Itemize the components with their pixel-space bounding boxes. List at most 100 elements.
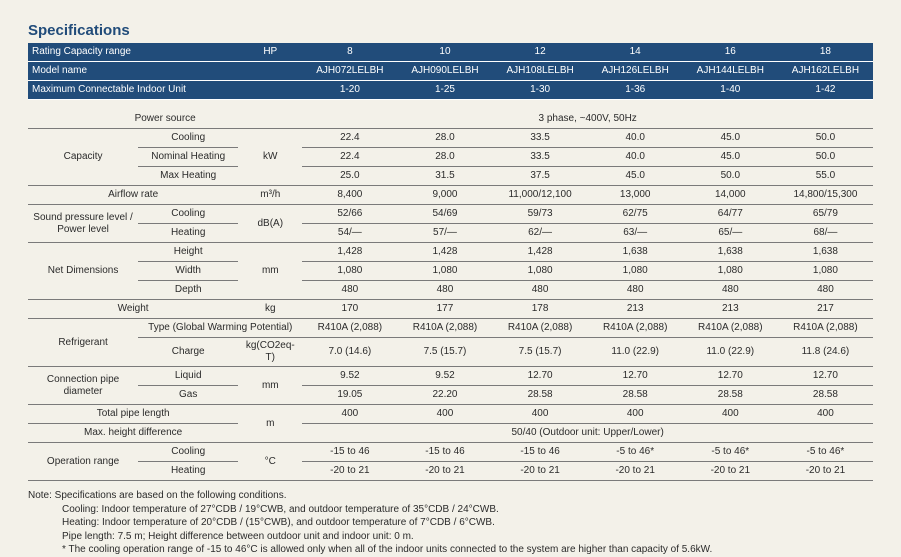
cell: 28.58 xyxy=(493,386,588,405)
cell: 54/69 xyxy=(397,205,492,224)
page: Specifications Rating Capacity range HP … xyxy=(0,0,901,501)
cell: 50.0 xyxy=(778,129,873,148)
cell: 31.5 xyxy=(397,167,492,186)
dim-width-label: Width xyxy=(138,262,238,281)
cell: 22.20 xyxy=(397,386,492,405)
cell: 1,428 xyxy=(302,243,397,262)
cell: 22.4 xyxy=(302,129,397,148)
cell: 55.0 xyxy=(778,167,873,186)
pipe-label: Connection pipe diameter xyxy=(28,367,138,405)
row-capacity-nominal: Nominal Heating 22.4 28.0 33.5 40.0 45.0… xyxy=(28,148,873,167)
header-row-mcu: Maximum Connectable Indoor Unit 1-20 1-2… xyxy=(28,81,873,100)
cell: -5 to 46* xyxy=(588,443,683,462)
cell: 9,000 xyxy=(397,186,492,205)
row-weight: Weight kg 170 177 178 213 213 217 xyxy=(28,300,873,319)
cell: 1,638 xyxy=(778,243,873,262)
model-name: AJH126LELBH xyxy=(588,62,683,81)
airflow-label: Airflow rate xyxy=(28,186,238,205)
spec-table: Rating Capacity range HP 8 10 12 14 16 1… xyxy=(28,43,873,481)
cell: -15 to 46 xyxy=(302,443,397,462)
cell: 12.70 xyxy=(588,367,683,386)
cell: -5 to 46* xyxy=(683,443,778,462)
cell: 400 xyxy=(778,405,873,424)
dims-unit: mm xyxy=(238,243,302,300)
cell: 45.0 xyxy=(683,148,778,167)
dim-depth-label: Depth xyxy=(138,281,238,300)
cell: -20 to 21 xyxy=(397,462,492,481)
weight-unit: kg xyxy=(238,300,302,319)
cell: -15 to 46 xyxy=(397,443,492,462)
cell: 28.58 xyxy=(588,386,683,405)
row-sound-heating: Heating 54/— 57/— 62/— 63/— 65/— 68/— xyxy=(28,224,873,243)
cell: 1,080 xyxy=(397,262,492,281)
op-label: Operation range xyxy=(28,443,138,481)
note-line: Note: Specifications are based on the fo… xyxy=(28,490,287,501)
ref-charge-label: Charge xyxy=(138,338,238,367)
section-title: Specifications xyxy=(28,22,873,39)
ref-label: Refrigerant xyxy=(28,319,138,367)
cell: -20 to 21 xyxy=(493,462,588,481)
cell: 57/— xyxy=(397,224,492,243)
cell: 13,000 xyxy=(588,186,683,205)
length-unit: m xyxy=(238,405,302,443)
cell: 28.0 xyxy=(397,129,492,148)
notes-block: Note: Specifications are based on the fo… xyxy=(28,489,873,557)
model-name: AJH144LELBH xyxy=(683,62,778,81)
model-name: AJH108LELBH xyxy=(493,62,588,81)
cell: 1,428 xyxy=(397,243,492,262)
cell: 400 xyxy=(302,405,397,424)
op-heating-label: Heating xyxy=(138,462,238,481)
cell: 7.5 (15.7) xyxy=(493,338,588,367)
row-pipe-gas: Gas 19.05 22.20 28.58 28.58 28.58 28.58 xyxy=(28,386,873,405)
hp-val: 10 xyxy=(397,43,492,62)
cell: -15 to 46 xyxy=(493,443,588,462)
cell: 12.70 xyxy=(778,367,873,386)
mcu-val: 1-20 xyxy=(302,81,397,100)
hp-val: 12 xyxy=(493,43,588,62)
rating-label: Rating Capacity range xyxy=(28,43,238,62)
dim-height-label: Height xyxy=(138,243,238,262)
op-unit: °C xyxy=(238,443,302,481)
cell: 480 xyxy=(397,281,492,300)
cell: 28.0 xyxy=(397,148,492,167)
cell: 177 xyxy=(397,300,492,319)
capacity-max-label: Max Heating xyxy=(138,167,238,186)
row-airflow: Airflow rate m³/h 8,400 9,000 11,000/12,… xyxy=(28,186,873,205)
cell: R410A (2,088) xyxy=(683,319,778,338)
cell: 59/73 xyxy=(493,205,588,224)
row-dim-depth: Depth 480 480 480 480 480 480 xyxy=(28,281,873,300)
header-row-rating: Rating Capacity range HP 8 10 12 14 16 1… xyxy=(28,43,873,62)
mcu-val: 1-36 xyxy=(588,81,683,100)
cell: 8,400 xyxy=(302,186,397,205)
cell: 7.5 (15.7) xyxy=(397,338,492,367)
cell: 28.58 xyxy=(778,386,873,405)
cell: 37.5 xyxy=(493,167,588,186)
cell: 217 xyxy=(778,300,873,319)
cell: 65/79 xyxy=(778,205,873,224)
row-ref-charge: Charge kg(CO2eq-T) 7.0 (14.6) 7.5 (15.7)… xyxy=(28,338,873,367)
cell: 33.5 xyxy=(493,148,588,167)
cell: 68/— xyxy=(778,224,873,243)
cell: 1,080 xyxy=(493,262,588,281)
hp-val: 18 xyxy=(778,43,873,62)
row-max-height: Max. height difference 50/40 (Outdoor un… xyxy=(28,424,873,443)
row-total-pipe: Total pipe length m 400 400 400 400 400 … xyxy=(28,405,873,424)
row-capacity-max: Max Heating 25.0 31.5 37.5 45.0 50.0 55.… xyxy=(28,167,873,186)
note-line: Heating: Indoor temperature of 20°CDB / … xyxy=(28,516,873,530)
spacer-row xyxy=(28,100,873,111)
cell: 480 xyxy=(683,281,778,300)
row-capacity-cooling: Capacity Cooling kW 22.4 28.0 33.5 40.0 … xyxy=(28,129,873,148)
row-op-cooling: Operation range Cooling °C -15 to 46 -15… xyxy=(28,443,873,462)
cell: 40.0 xyxy=(588,129,683,148)
cell: 11,000/12,100 xyxy=(493,186,588,205)
cell: 62/75 xyxy=(588,205,683,224)
cell: 65/— xyxy=(683,224,778,243)
cell: 1,080 xyxy=(302,262,397,281)
total-pipe-label: Total pipe length xyxy=(28,405,238,424)
cell: 52/66 xyxy=(302,205,397,224)
cell: 9.52 xyxy=(302,367,397,386)
cell: 1,080 xyxy=(588,262,683,281)
cell: 400 xyxy=(397,405,492,424)
dims-label: Net Dimensions xyxy=(28,243,138,300)
row-ref-type: Refrigerant Type (Global Warming Potenti… xyxy=(28,319,873,338)
